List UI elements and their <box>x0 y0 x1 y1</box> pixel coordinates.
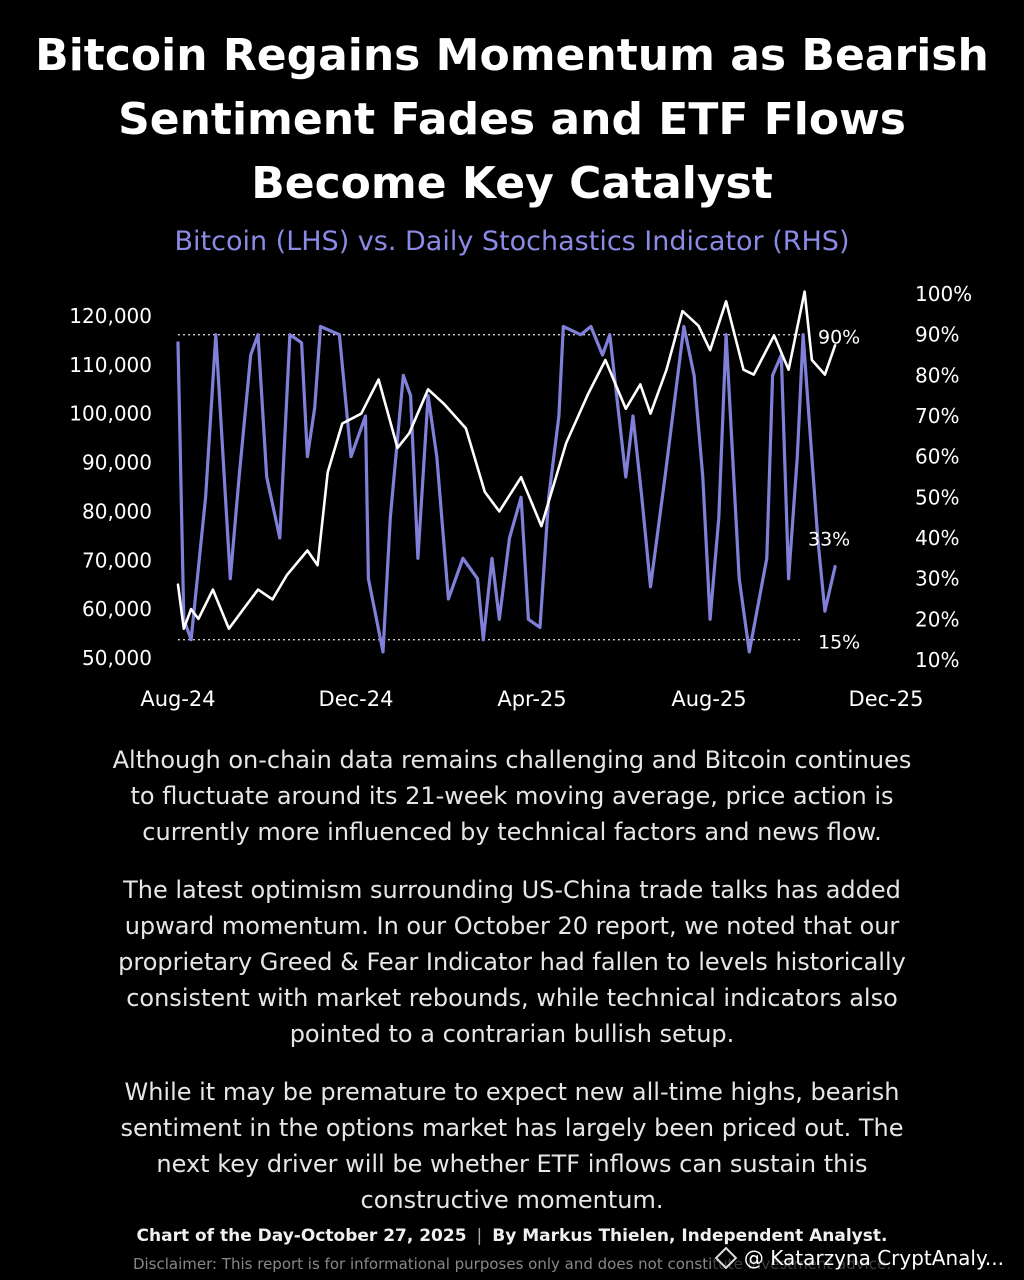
headline-line-2: Sentiment Fades and ETF Flows <box>118 94 906 145</box>
right-axis-tick-label: 30% <box>915 567 959 591</box>
left-axis-tick-label: 50,000 <box>82 646 152 670</box>
chart-lines-layer <box>176 290 837 654</box>
left-axis-tick-label: 60,000 <box>82 597 152 621</box>
paragraph-1-line: Although on-chain data remains challengi… <box>112 746 912 774</box>
paragraph-3-line: While it may be premature to expect new … <box>124 1078 900 1106</box>
paragraph-1-line: to fluctuate around its 21-week moving a… <box>130 782 894 810</box>
paragraph-2: The latest optimism surrounding US-China… <box>40 872 984 1052</box>
x-axis-tick-label: Aug-24 <box>140 687 215 711</box>
left-axis-tick-label: 70,000 <box>82 548 152 572</box>
right-axis-tick-label: 50% <box>915 485 959 509</box>
headline-line-3: Become Key Catalyst <box>251 158 773 209</box>
right-axis-tick-label: 90% <box>915 323 959 347</box>
right-axis-tick-label: 40% <box>915 526 959 550</box>
stochastics-line <box>176 324 837 654</box>
x-axis-tick-label: Aug-25 <box>671 687 746 711</box>
left-axis-tick-label: 120,000 <box>69 304 152 328</box>
footer-date: Chart of the Day-October 27, 2025 <box>136 1226 467 1246</box>
paragraph-2-line: consistent with market rebounds, while t… <box>126 984 898 1012</box>
left-axis-tick-label: 80,000 <box>82 499 152 523</box>
right-axis-tick-label: 20% <box>915 607 959 631</box>
paragraph-3: While it may be premature to expect new … <box>40 1074 984 1218</box>
x-axis-tick-label: Dec-25 <box>849 687 924 711</box>
footer-separator: | <box>476 1226 483 1246</box>
reference-label-15: 15% <box>818 632 860 654</box>
x-axis-tick-label: Dec-24 <box>319 687 394 711</box>
watermark-text: @ Katarzyna CryptAnaly... <box>743 1246 1004 1270</box>
disclaimer: Disclaimer: This report is for informati… <box>132 1255 892 1273</box>
left-axis-tick-label: 90,000 <box>82 451 152 475</box>
paragraph-2-line: proprietary Greed & Fear Indicator had f… <box>118 948 906 976</box>
paragraph-3-line: constructive momentum. <box>360 1186 664 1214</box>
left-axis-tick-label: 100,000 <box>69 402 152 426</box>
paragraph-2-line: upward momentum. In our October 20 repor… <box>124 912 900 940</box>
paragraph-1-line: currently more influenced by technical f… <box>142 818 882 846</box>
right-axis-tick-label: 10% <box>915 648 959 672</box>
left-axis-tick-label: 110,000 <box>69 353 152 377</box>
x-axis-tick-label: Apr-25 <box>497 687 566 711</box>
paragraph-2-line: pointed to a contrarian bullish setup. <box>289 1020 735 1048</box>
headline: Bitcoin Regains Momentum as Bearish Sent… <box>0 24 1024 216</box>
bitcoin-line <box>176 290 837 630</box>
chart-subtitle: Bitcoin (LHS) vs. Daily Stochastics Indi… <box>174 226 850 257</box>
chart-axes-layer: 90% 15% 33% 50,000 60,000 70,000 80,000 90,000 1… <box>69 282 972 711</box>
headline-line-1: Bitcoin Regains Momentum as Bearish <box>35 30 989 81</box>
paragraph-2-line: The latest optimism surrounding US-China… <box>123 876 901 904</box>
bitcoin-stochastics-chart: 90% 15% 33% 50,000 60,000 70,000 80,000 90,000 1… <box>69 282 972 711</box>
watermark: @ Katarzyna CryptAnaly... <box>711 1244 1010 1272</box>
right-axis-tick-label: 60% <box>915 445 959 469</box>
paragraph-3-line: next key driver will be whether ETF infl… <box>156 1150 868 1178</box>
right-axis-tick-label: 70% <box>915 404 959 428</box>
paragraph-1: Although on-chain data remains challengi… <box>40 742 984 850</box>
right-axis-tick-label: 80% <box>915 363 959 387</box>
footer-author: By Markus Thielen, Independent Analyst. <box>492 1226 888 1246</box>
footer-credit: Chart of the Day-October 27, 2025 | By Mar… <box>0 1226 1024 1246</box>
binance-square-icon <box>714 1246 738 1270</box>
right-axis-tick-label: 100% <box>915 282 972 306</box>
annotation-label: 33% <box>808 528 850 550</box>
paragraph-3-line: sentiment in the options market has larg… <box>120 1114 904 1142</box>
reference-label-90: 90% <box>818 327 860 349</box>
